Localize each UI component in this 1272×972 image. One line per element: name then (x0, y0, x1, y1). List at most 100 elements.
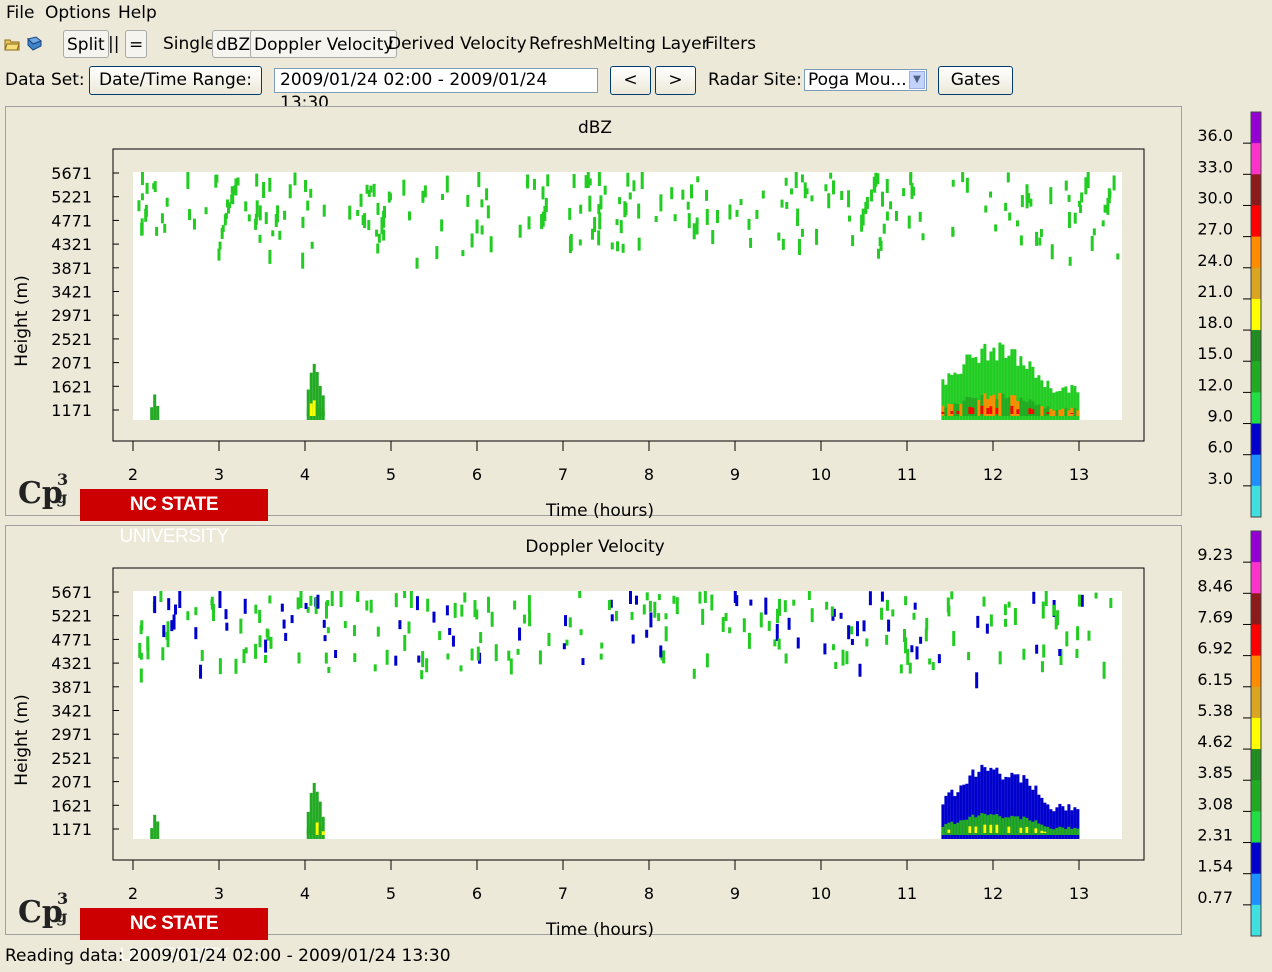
gates-button[interactable]: Gates (938, 66, 1013, 95)
date-time-range-button[interactable]: Date/Time Range: (89, 66, 262, 95)
colorbar-segment (1251, 655, 1261, 688)
previous-button[interactable]: < (610, 66, 651, 95)
echo-column (1028, 361, 1032, 420)
echo-core (1028, 820, 1032, 835)
echo-cell (227, 203, 231, 214)
echo-cell (453, 602, 457, 618)
parallel-button[interactable]: || (108, 34, 120, 54)
colorbar-segment (1251, 624, 1261, 657)
echo-cell (234, 658, 238, 674)
echo-column (312, 363, 316, 420)
echo-core (956, 822, 960, 835)
echo-column (944, 795, 948, 839)
echo-column (1028, 785, 1032, 839)
echo-cell (441, 194, 445, 201)
echo-cell (163, 223, 167, 233)
echo-cell (306, 606, 310, 613)
echo-cell (165, 197, 169, 207)
echo-cell (445, 175, 449, 193)
echo-peak (941, 411, 945, 414)
refresh-button[interactable]: Refresh (529, 34, 594, 54)
echo-cell (518, 224, 522, 238)
echo-cell (258, 205, 262, 221)
echo-cell (662, 650, 666, 664)
filters-button[interactable]: Filters (705, 34, 756, 54)
echo-core (1013, 395, 1017, 416)
colorbar-segment (1251, 267, 1261, 300)
echo-column (156, 821, 160, 839)
radar-site-select[interactable]: Poga Mou... ▼ (804, 69, 927, 91)
echo-cell (880, 591, 884, 602)
colorbar-label: 33.0 (1197, 157, 1233, 176)
echo-cell (885, 178, 889, 193)
menu-file[interactable]: File (6, 3, 35, 23)
y-tick-label: 2971 (51, 306, 92, 325)
echo-cell (654, 215, 658, 222)
echo-cell (382, 229, 386, 241)
cpg-logo-sup: 3 (57, 889, 69, 908)
echo-cell (1076, 626, 1080, 641)
echo-cell (1020, 195, 1024, 208)
open-folder-icon[interactable] (4, 36, 20, 52)
x-tick-label: 12 (983, 884, 1003, 903)
dbz-button[interactable]: dBZ (212, 30, 255, 58)
x-tick-label: 11 (897, 884, 917, 903)
echo-cell (851, 235, 855, 247)
split-button[interactable]: Split (63, 30, 109, 58)
single-button[interactable]: Single (163, 34, 216, 54)
equals-button[interactable]: = (125, 30, 148, 58)
chevron-down-icon[interactable]: ▼ (909, 71, 925, 89)
echo-cell (1090, 235, 1094, 251)
echo-core (312, 400, 316, 416)
date-range-field[interactable]: 2009/01/24 02:00 - 2009/01/24 13:30 (274, 68, 598, 113)
colorbar-label: 36.0 (1197, 126, 1233, 145)
echo-core (315, 403, 319, 416)
echo-column (1040, 380, 1044, 420)
echo-peak (989, 406, 993, 414)
dbz-plot-title: dBZ (577, 118, 613, 138)
echo-cell (831, 180, 835, 195)
echo-cell (865, 196, 869, 209)
echo-column (153, 814, 157, 839)
echo-column (321, 816, 325, 839)
echo-cell (1040, 661, 1044, 673)
save-disk-icon[interactable] (26, 36, 42, 52)
y-tick-label: 3421 (51, 702, 92, 721)
echo-cell (626, 172, 630, 187)
echo-cell (199, 664, 203, 679)
ncsu-bold: NC STATE (129, 913, 219, 934)
echo-cell (1038, 237, 1042, 246)
doppler-velocity-button[interactable]: Doppler Velocity (250, 30, 398, 58)
echo-peak (1028, 408, 1032, 414)
x-tick-label: 12 (983, 465, 1003, 484)
echo-cell (696, 176, 700, 183)
echo-cell (681, 189, 685, 200)
echo-core (941, 826, 945, 835)
echo-core (1001, 393, 1005, 416)
echo-cell (648, 600, 652, 612)
echo-core (1076, 828, 1080, 835)
echo-cell (586, 172, 590, 188)
echo-cell (479, 631, 483, 643)
menu-help[interactable]: Help (118, 3, 157, 23)
echo-core (1070, 407, 1074, 416)
echo-cell (600, 642, 604, 649)
echo-cell (139, 652, 143, 660)
derived-velocity-button[interactable]: Derived Velocity (388, 34, 527, 54)
echo-cell (146, 636, 150, 651)
echo-cell (1077, 200, 1081, 207)
menu-options[interactable]: Options (45, 3, 111, 23)
echo-core (1037, 404, 1041, 416)
echo-peak (1019, 827, 1023, 833)
echo-cell (885, 599, 889, 611)
next-button[interactable]: > (655, 66, 696, 95)
melting-layer-button[interactable]: Melting Layer (593, 34, 709, 54)
echo-cell (728, 627, 732, 634)
status-bar: Reading data: 2009/01/24 02:00 - 2009/01… (5, 946, 451, 966)
echo-cell (578, 591, 582, 598)
echo-cell (588, 195, 592, 212)
echo-column (1034, 377, 1038, 420)
echo-peak (971, 407, 975, 414)
colorbar-segment (1251, 330, 1261, 362)
echo-cell (1032, 591, 1036, 604)
